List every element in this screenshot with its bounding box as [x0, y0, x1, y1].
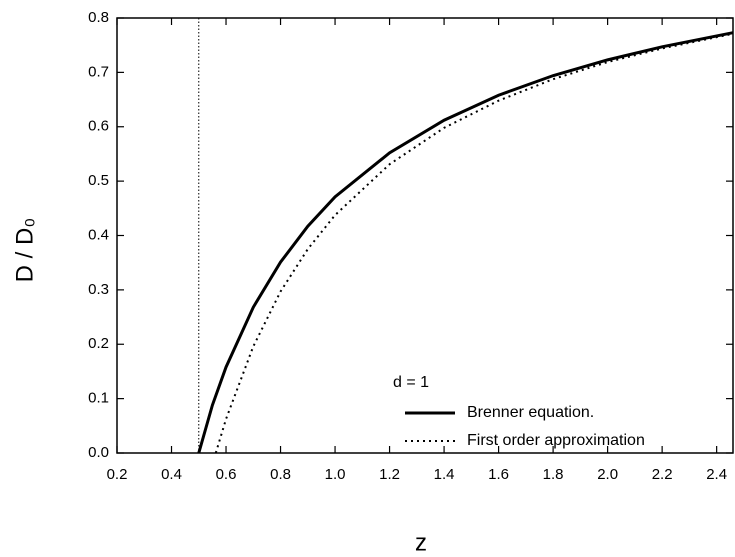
x-tick-label: 1.4	[434, 466, 455, 483]
y-tick-label: 0.0	[88, 444, 109, 461]
y-tick-label: 0.7	[88, 63, 109, 80]
x-tick-label: 0.8	[270, 466, 291, 483]
x-tick-label: 0.2	[107, 466, 128, 483]
x-tick-label: 2.2	[652, 466, 673, 483]
x-tick-label: 1.0	[325, 466, 346, 483]
data-line	[197, 31, 734, 454]
y-tick-label: 0.3	[88, 281, 109, 298]
legend-label: Brenner equation.	[467, 404, 594, 421]
y-axis-label: D / D₀	[11, 218, 38, 283]
annotation: d = 1	[393, 374, 429, 391]
x-tick-label: 2.0	[597, 466, 618, 483]
data-line	[214, 32, 734, 454]
x-tick-label: 1.6	[488, 466, 509, 483]
y-tick-label: 0.8	[88, 9, 109, 26]
x-tick-label: 1.2	[379, 466, 400, 483]
x-tick-label: 0.6	[216, 466, 237, 483]
x-tick-label: 2.4	[706, 466, 727, 483]
y-tick-label: 0.6	[88, 118, 109, 135]
x-tick-label: 0.4	[161, 466, 182, 483]
x-axis-label: z	[415, 529, 427, 556]
y-tick-label: 0.1	[88, 390, 109, 407]
legend-label: First order approximation	[467, 432, 645, 449]
x-tick-label: 1.8	[543, 466, 564, 483]
y-tick-label: 0.4	[88, 226, 109, 243]
y-tick-label: 0.5	[88, 172, 109, 189]
y-tick-label: 0.2	[88, 335, 109, 352]
